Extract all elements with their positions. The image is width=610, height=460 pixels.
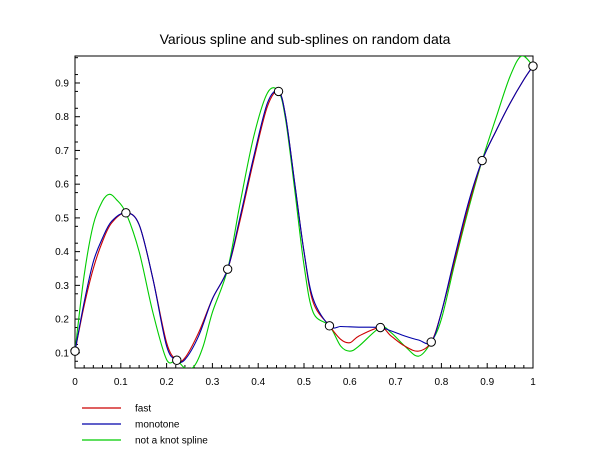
legend: fast monotone not a knot spline: [82, 404, 208, 447]
x-axis: 0 0.1 0.2 0.3 0.4 0.5 0.6 0.7 0.8 0.9 1: [72, 363, 536, 388]
knot-markers: [70, 61, 538, 365]
data-point-marker: [70, 346, 80, 356]
x-tick-label: 0: [72, 377, 78, 388]
y-tick-label: 0.5: [55, 213, 69, 224]
data-point-marker: [172, 355, 182, 365]
x-tick-label: 0.9: [480, 377, 494, 388]
data-point-marker: [273, 86, 284, 97]
x-tick-label: 0.3: [205, 377, 219, 388]
y-tick-label: 0.8: [55, 112, 69, 123]
x-tick-label: 0.1: [114, 377, 128, 388]
x-tick-label: 0.8: [434, 377, 448, 388]
data-point-marker: [528, 61, 538, 71]
y-tick-label: 0.6: [55, 180, 69, 191]
x-tick-label: 0.7: [389, 377, 403, 388]
legend-label: not a knot spline: [135, 436, 208, 447]
x-tick-label: 1: [530, 377, 536, 388]
chart-title: Various spline and sub-splines on random…: [160, 31, 451, 47]
data-point-marker: [426, 337, 436, 347]
x-tick-label: 0.4: [251, 377, 265, 388]
data-point-marker: [477, 155, 487, 166]
plot-area-frame: [74, 55, 534, 369]
data-point-marker: [121, 208, 131, 218]
series-layer: [75, 56, 533, 368]
series-line-monotone: [75, 65, 533, 363]
series-line-not-a-knot-spline: [75, 56, 533, 368]
y-tick-label: 0.4: [55, 247, 69, 258]
y-tick-label: 0.1: [55, 348, 69, 359]
data-point-marker: [222, 264, 233, 274]
data-point-marker: [324, 321, 335, 331]
data-point-marker: [375, 322, 386, 333]
y-tick-label: 0.7: [55, 146, 69, 157]
legend-label: monotone: [135, 420, 180, 431]
y-tick-label: 0.9: [55, 78, 69, 89]
y-axis: 0.1 0.2 0.3 0.4 0.5 0.6 0.7 0.8 0.9: [55, 57, 80, 362]
x-tick-label: 0.5: [297, 377, 311, 388]
y-tick-label: 0.2: [55, 315, 69, 326]
x-tick-label: 0.2: [160, 377, 174, 388]
x-tick-label: 0.6: [343, 377, 357, 388]
y-tick-label: 0.3: [55, 281, 69, 292]
legend-label: fast: [135, 404, 151, 415]
